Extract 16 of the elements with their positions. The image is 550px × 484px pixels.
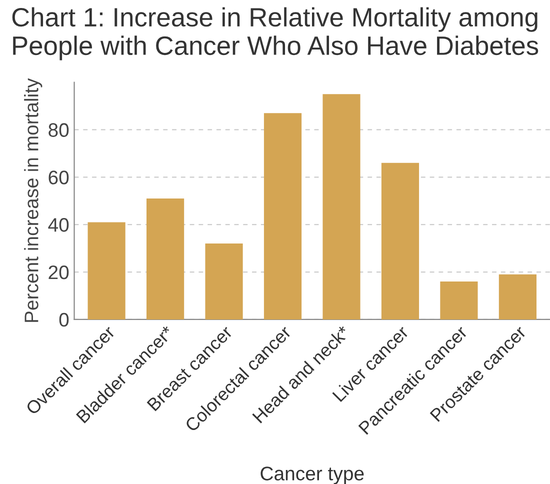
- bar: [381, 162, 420, 320]
- y-tick-label: 20: [48, 265, 69, 280]
- bar: [205, 244, 243, 320]
- y-tick-label: 80: [48, 123, 69, 137]
- y-tick-label: 60: [48, 170, 69, 184]
- chart-title: Chart 1: Increase in Relative Mortality among People with Cancer Who Also Have Diabetes: [12, 7, 538, 60]
- y-tick-label: 40: [48, 218, 69, 232]
- bar: [146, 198, 184, 320]
- y-axis-title: Percent increase in mortality: [24, 78, 42, 322]
- x-axis-title: Cancer type: [260, 466, 364, 484]
- bar: [322, 94, 360, 320]
- bar: [440, 281, 478, 320]
- bar: [498, 274, 536, 320]
- bar: [88, 222, 126, 320]
- y-tick-label: 0: [59, 312, 69, 327]
- bar: [264, 113, 302, 320]
